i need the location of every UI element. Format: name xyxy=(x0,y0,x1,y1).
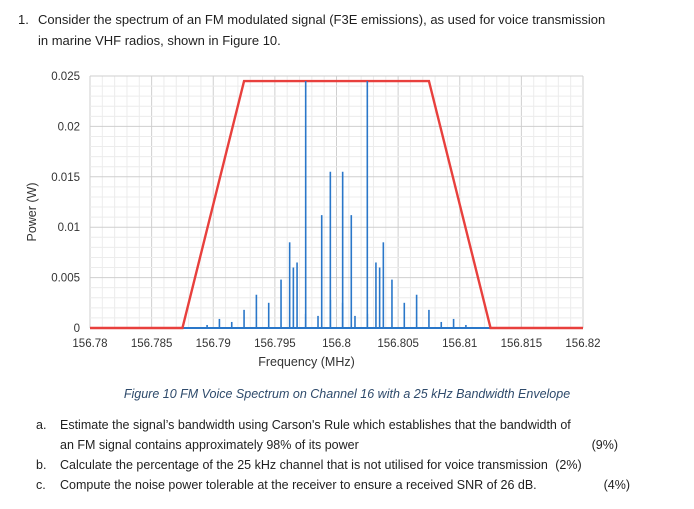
x-axis-title: Frequency (MHz) xyxy=(258,355,355,369)
x-tick-label: 156.78 xyxy=(72,338,107,350)
x-tick-label: 156.8 xyxy=(322,338,351,350)
part-c-text: Compute the noise power tolerable at the… xyxy=(60,478,537,492)
question-text-line-2: in marine VHF radios, shown in Figure 10… xyxy=(38,33,281,48)
x-tick-label: 156.79 xyxy=(196,338,231,350)
part-b: b. Calculate the percentage of the 25 kH… xyxy=(36,455,618,475)
bandwidth-envelope xyxy=(90,79,583,330)
spectral-lines xyxy=(206,81,467,328)
y-tick-label: 0.02 xyxy=(58,121,80,133)
part-c-letter: c. xyxy=(36,478,46,492)
part-c-marks: (4%) xyxy=(603,478,630,492)
x-tick-label: 156.82 xyxy=(565,338,600,350)
x-tick-label: 156.81 xyxy=(442,338,477,350)
fm-spectrum-chart: 156.78 156.785 156.79 156.795 156.8 156.805 15… xyxy=(25,71,601,369)
x-tick-label: 156.805 xyxy=(377,338,419,350)
x-tick-labels: 156.78 156.785 156.79 156.795 156.8 156.805 15… xyxy=(72,338,600,350)
y-tick-label: 0 xyxy=(74,323,80,335)
part-a: a. Estimate the signal’s bandwidth using… xyxy=(36,415,618,455)
question-number: 1. xyxy=(18,12,29,27)
envelope-layer xyxy=(90,79,583,330)
part-a-marks: (9%) xyxy=(591,438,618,452)
part-b-letter: b. xyxy=(36,458,47,472)
chart-grid xyxy=(89,75,584,329)
part-a-letter: a. xyxy=(36,418,47,432)
part-a-text-line-2: an FM signal contains approximately 98% … xyxy=(60,438,359,452)
y-tick-label: 0.015 xyxy=(51,172,80,184)
y-tick-label: 0.025 xyxy=(51,71,80,83)
question-text-line-1: Consider the spectrum of an FM modulated… xyxy=(38,12,606,27)
y-tick-label: 0.01 xyxy=(58,222,80,234)
y-tick-labels: 0 0.005 0.01 0.015 0.02 0.025 xyxy=(51,71,80,335)
y-axis-title: Power (W) xyxy=(25,182,39,241)
part-b-marks: (2%) xyxy=(555,458,582,472)
x-tick-label: 156.795 xyxy=(254,338,296,350)
y-tick-label: 0.005 xyxy=(51,273,80,285)
x-tick-label: 156.815 xyxy=(501,338,543,350)
x-tick-label: 156.785 xyxy=(131,338,173,350)
part-a-text-line-1: Estimate the signal’s bandwidth using Ca… xyxy=(60,418,571,432)
part-c: c. Compute the noise power tolerable at … xyxy=(36,475,630,495)
question-parts: a. Estimate the signal’s bandwidth using… xyxy=(36,415,630,495)
figure-caption: Figure 10 FM Voice Spectrum on Channel 1… xyxy=(123,387,571,401)
part-b-text: Calculate the percentage of the 25 kHz c… xyxy=(60,458,548,472)
